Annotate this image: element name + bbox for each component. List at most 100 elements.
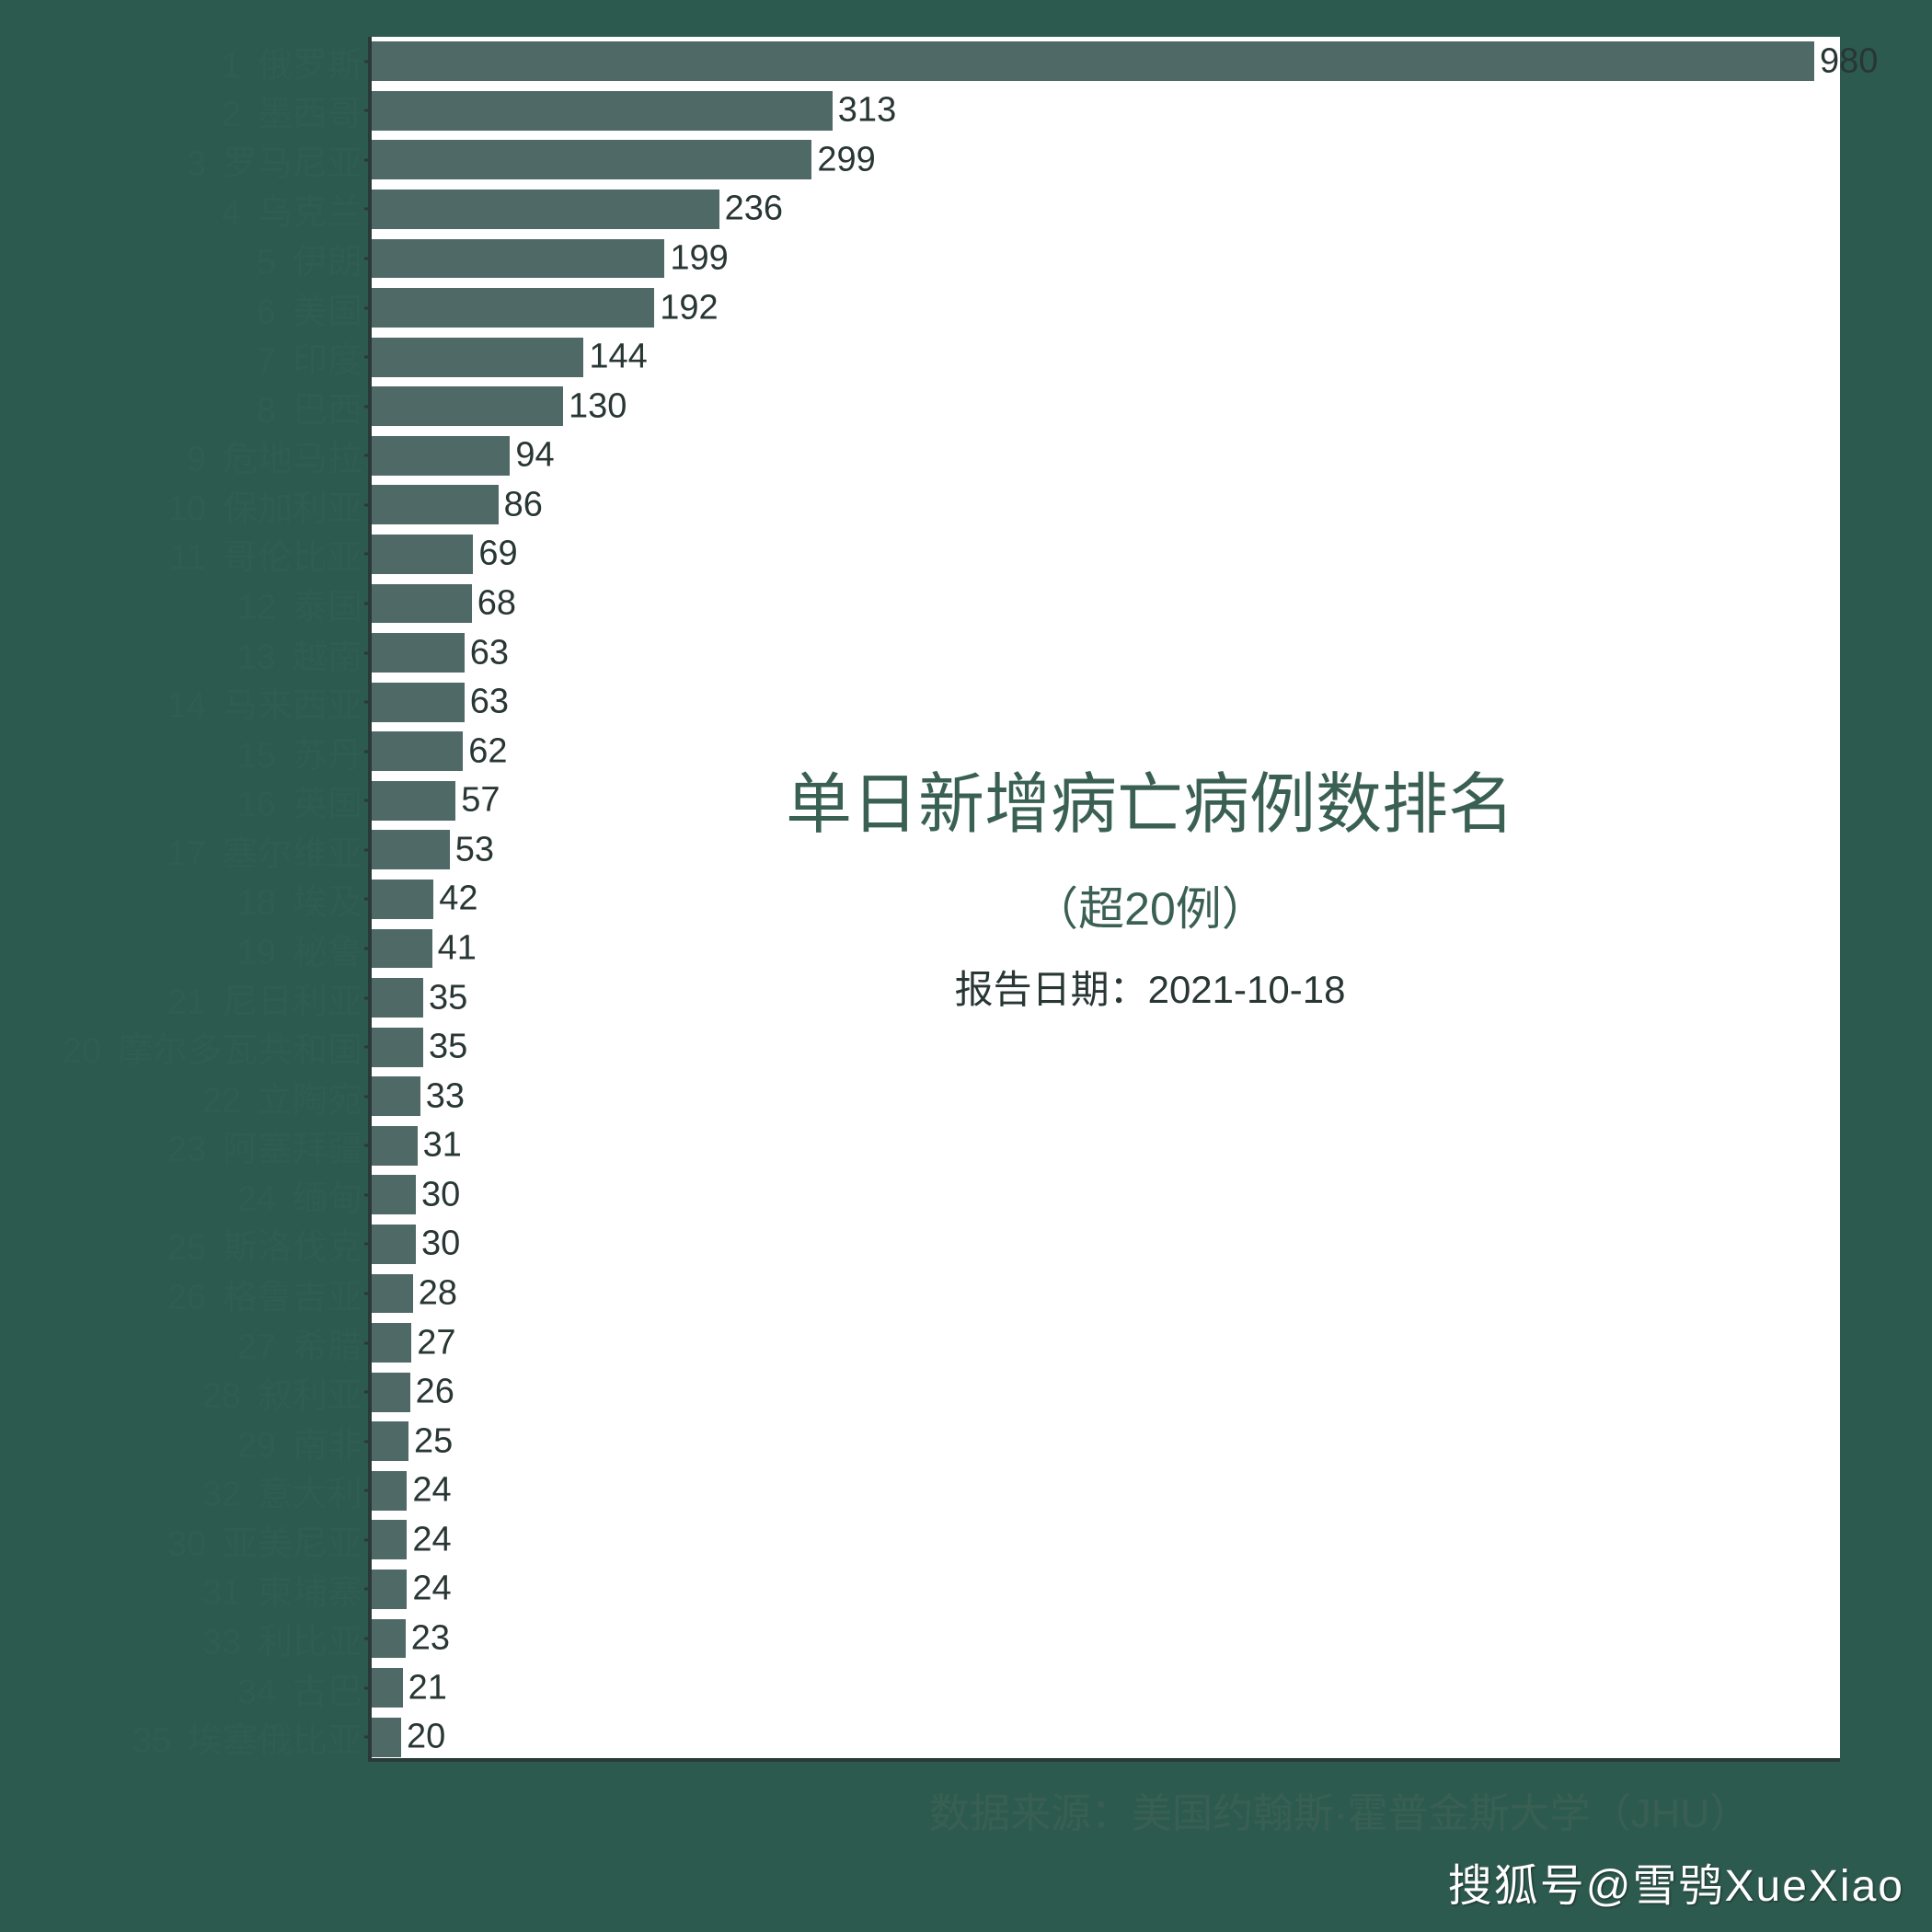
- rank-number: 25: [167, 1229, 206, 1268]
- value-label: 24: [412, 1520, 451, 1559]
- y-axis-label: 4乌克兰: [222, 184, 372, 235]
- value-label: 199: [670, 239, 728, 279]
- rank-number: 33: [202, 1624, 241, 1662]
- country-name: 摩尔多瓦共和国: [118, 1032, 362, 1071]
- value-label: 980: [1820, 41, 1878, 81]
- country-name: 伊朗: [293, 244, 362, 282]
- bar: [372, 140, 811, 179]
- value-label: 28: [419, 1274, 457, 1314]
- bar: [372, 338, 583, 377]
- value-label: 94: [515, 436, 554, 476]
- bar: [372, 1421, 408, 1461]
- y-axis-label: 12泰国: [237, 579, 372, 629]
- rank-number: 27: [237, 1328, 276, 1366]
- y-axis-label: 30亚美尼亚: [167, 1514, 372, 1565]
- country-name: 巴西: [293, 391, 362, 430]
- y-axis-label: 28 叙利亚: [202, 1367, 372, 1418]
- bar: [372, 386, 563, 426]
- country-name: 马来西亚: [223, 687, 362, 726]
- bar-row: 6美国192: [372, 283, 1840, 333]
- y-axis-label: 7印度: [257, 332, 372, 383]
- bar: [372, 1274, 413, 1314]
- y-axis-label: 1 俄罗斯: [222, 36, 372, 86]
- bar-row: 31柬埔寨24: [372, 1565, 1840, 1615]
- value-label: 68: [477, 584, 516, 624]
- value-label: 26: [416, 1373, 454, 1412]
- rank-number: 8: [257, 391, 276, 430]
- y-axis-label: 24缅甸: [237, 1169, 372, 1220]
- rank-number: 1: [222, 46, 241, 85]
- value-label: 25: [414, 1421, 453, 1461]
- country-name: 墨西哥: [258, 96, 362, 134]
- y-axis-label: 15 苏丹: [237, 726, 372, 776]
- y-axis-label: 17塞尔维亚: [167, 824, 372, 875]
- y-axis-label: 35埃塞俄比亚: [132, 1712, 372, 1763]
- bar-row: 22立陶宛33: [372, 1072, 1840, 1121]
- chart-canvas: 1俄罗斯9802墨西哥3133罗马尼亚2994乌克兰2365伊朗1996美国19…: [0, 0, 1932, 1932]
- date-value: 2021-10-18: [1148, 968, 1346, 1011]
- bar-row: 2墨西哥313: [372, 86, 1840, 136]
- bar: [372, 633, 465, 673]
- bar: [372, 288, 654, 328]
- bar-row: 23阿塞拜疆31: [372, 1121, 1840, 1171]
- y-axis-label: 2墨西哥: [222, 86, 372, 136]
- country-name: 美国: [293, 293, 362, 331]
- bar: [372, 1028, 423, 1067]
- chart-date-line: 报告日期：2021-10-18: [955, 959, 1346, 1015]
- country-name: 埃及: [293, 884, 362, 923]
- value-label: 144: [589, 338, 647, 377]
- value-label: 63: [470, 683, 509, 722]
- rank-number: 5: [257, 244, 276, 282]
- bar: [372, 978, 423, 1018]
- country-name: 古巴: [293, 1673, 362, 1711]
- country-name: 叙利亚: [258, 1377, 362, 1416]
- value-label: 42: [439, 880, 477, 919]
- value-label: 21: [408, 1668, 447, 1708]
- rank-number: 23: [167, 1131, 206, 1169]
- value-label: 30: [421, 1175, 460, 1214]
- rank-number: 17: [167, 834, 206, 873]
- rank-number: 13: [237, 638, 276, 676]
- bar: [372, 1520, 407, 1559]
- y-axis-label: 29 南非: [237, 1416, 372, 1466]
- bar: [372, 41, 1814, 81]
- value-label: 33: [426, 1076, 465, 1116]
- source-line: 数据来源：美国约翰斯·霍普金斯大学（JHU）: [929, 1780, 1750, 1839]
- bar: [372, 1323, 411, 1363]
- value-label: 53: [455, 830, 494, 869]
- bar: [372, 584, 472, 624]
- country-name: 立陶宛: [258, 1081, 362, 1120]
- rank-number: 15: [237, 736, 276, 775]
- country-name: 柬埔寨: [258, 1574, 362, 1613]
- value-label: 62: [468, 731, 507, 771]
- rank-number: 28: [202, 1377, 241, 1416]
- bar-row: 12泰国68: [372, 579, 1840, 628]
- y-axis-label: 33利比亚: [202, 1614, 372, 1664]
- country-name: 越南: [293, 638, 362, 676]
- bar: [372, 1225, 416, 1264]
- value-label: 57: [461, 781, 500, 821]
- country-name: 苏丹: [293, 736, 362, 775]
- rank-number: 14: [167, 687, 206, 726]
- country-name: 尼日利亚: [223, 983, 362, 1021]
- rank-number: 9: [187, 441, 206, 479]
- date-prefix: 报告日期：: [955, 968, 1148, 1011]
- bar: [372, 683, 465, 722]
- bar: [372, 535, 473, 574]
- bar: [372, 485, 499, 524]
- rank-number: 29: [237, 1426, 276, 1465]
- country-name: 英国: [293, 786, 362, 824]
- y-axis-label: 22立陶宛: [202, 1071, 372, 1121]
- country-name: 亚美尼亚: [223, 1524, 362, 1563]
- bar: [372, 1076, 420, 1116]
- country-name: 俄罗斯: [258, 46, 362, 85]
- rank-number: 26: [167, 1279, 206, 1317]
- country-name: 南非: [293, 1426, 362, 1465]
- bar-row: 11哥伦比亚69: [372, 530, 1840, 580]
- title-block: 单日新增病亡病例数排名 （超20例） 报告日期：2021-10-18: [786, 750, 1514, 1015]
- y-axis-label: 16英国: [237, 776, 372, 826]
- bar: [372, 781, 455, 821]
- y-axis-label: 5 伊朗: [257, 234, 372, 284]
- value-label: 69: [478, 535, 517, 574]
- bar: [372, 880, 433, 919]
